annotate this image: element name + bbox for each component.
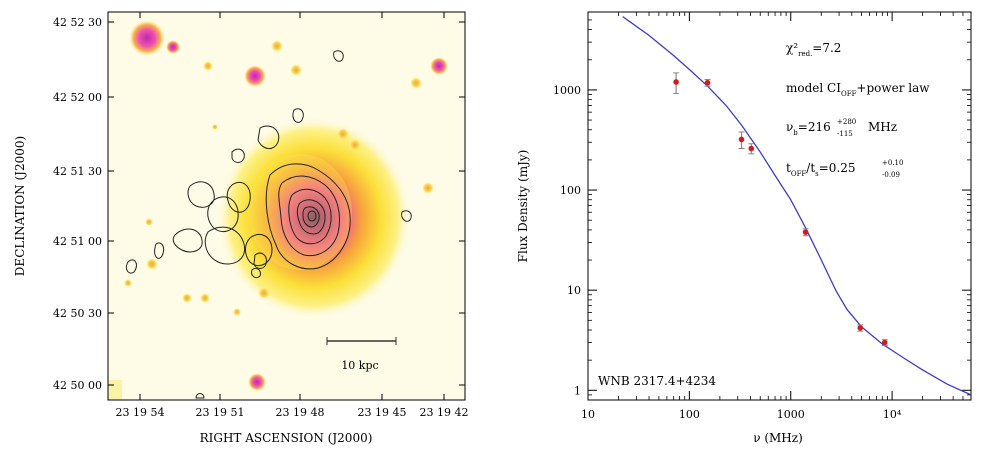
model-curve — [622, 16, 971, 396]
x-tick-label: 10⁴ — [883, 408, 902, 421]
off-time-annotation: tOFF/ts=0.25 +0.10 -0.09 — [786, 159, 903, 179]
x-tick-label: 100 — [679, 408, 700, 421]
svg-text:νb=216: νb=216 — [786, 120, 831, 137]
dec-tick-label: 42 50 30 — [53, 307, 102, 320]
chi-square-annotation: χ²red.=7.2 — [786, 41, 841, 58]
ra-tick-label: 23 19 48 — [276, 406, 325, 419]
xray-image-panel: 42 52 30 42 52 00 42 51 30 42 51 00 42 5… — [13, 11, 469, 445]
ra-axis-label: RIGHT ASCENSION (J2000) — [200, 431, 373, 445]
y-tick-label: 10 — [567, 284, 581, 297]
y-tick-label: 100 — [560, 184, 581, 197]
data-point — [704, 79, 711, 86]
image-frame — [107, 11, 466, 401]
left-axis-ticks — [108, 12, 465, 400]
scale-bar: 10 kpc — [326, 337, 397, 372]
svg-text:-115: -115 — [837, 130, 853, 138]
data-point — [738, 136, 745, 143]
x-tick-labels: 10 100 1000 10⁴ — [581, 408, 902, 421]
x-tick-label: 1000 — [777, 408, 805, 421]
data-point — [748, 145, 755, 152]
ra-tick-label: 23 19 51 — [196, 406, 245, 419]
dec-tick-label: 42 52 00 — [53, 91, 102, 104]
svg-text:MHz: MHz — [868, 120, 897, 134]
xray-emission — [108, 20, 448, 400]
y-tick-label: 1 — [574, 384, 581, 397]
point-source — [129, 20, 165, 56]
major-ticks — [587, 12, 971, 400]
break-frequency-annotation: νb=216 +280 -115 MHz — [786, 118, 897, 138]
svg-text:+280: +280 — [837, 118, 856, 126]
data-points — [673, 79, 888, 346]
source-name: WNB 2317.4+4234 — [598, 374, 716, 388]
model-annotation: model CIOFF+power law — [786, 81, 930, 98]
ra-tick-label: 23 19 42 — [420, 406, 469, 419]
dec-tick-label: 42 51 30 — [53, 165, 102, 178]
dec-axis-label: DECLINATION (J2000) — [13, 136, 27, 276]
ra-tick-label: 23 19 45 — [358, 406, 407, 419]
y-tick-label: 1000 — [553, 84, 581, 97]
data-point — [802, 229, 809, 235]
data-point — [673, 79, 679, 85]
radio-contours — [125, 50, 412, 399]
plot-frame — [587, 11, 972, 401]
svg-text:-0.09: -0.09 — [882, 171, 900, 179]
dec-tick-label: 42 51 00 — [53, 235, 102, 248]
data-point — [881, 339, 888, 346]
x-tick-label: 10 — [581, 408, 595, 421]
x-axis-label: ν (MHz) — [753, 431, 803, 445]
dec-tick-label: 42 52 30 — [53, 16, 102, 29]
scale-bar-label: 10 kpc — [341, 359, 378, 372]
svg-text:+0.10: +0.10 — [882, 159, 903, 167]
ra-tick-label: 23 19 54 — [116, 406, 165, 419]
y-axis-label: Flux Density (mJy) — [516, 150, 530, 263]
data-point — [857, 325, 864, 331]
cluster-emission — [218, 118, 410, 318]
dec-tick-label: 42 50 00 — [53, 379, 102, 392]
svg-text:tOFF/ts=0.25: tOFF/ts=0.25 — [786, 161, 856, 178]
y-tick-labels: 1 10 100 1000 — [553, 84, 581, 397]
minor-ticks — [588, 11, 972, 401]
